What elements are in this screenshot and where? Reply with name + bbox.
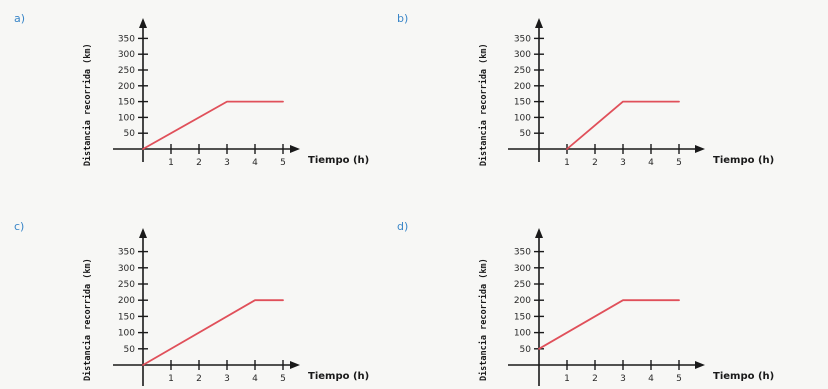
x-tick-label: 5 xyxy=(280,158,286,168)
y-tick-label: 200 xyxy=(118,296,135,306)
x-tick-label: 3 xyxy=(224,158,230,168)
x-tick-label: 3 xyxy=(224,374,230,384)
y-tick-label: 350 xyxy=(514,248,531,258)
y-axis-arrow-icon xyxy=(139,228,147,238)
x-tick-label: 5 xyxy=(676,158,682,168)
chart-panel-c: 1 2 3 4 5 50 100 150 200 250 300 350 Tiempo (h) Dista… xyxy=(82,228,369,386)
x-axis-arrow-icon xyxy=(695,145,705,153)
y-tick-label: 300 xyxy=(118,264,135,274)
x-tick-label: 4 xyxy=(252,158,258,168)
y-tick-label: 250 xyxy=(514,66,531,76)
y-tick-label: 50 xyxy=(520,129,532,139)
y-tick-label: 200 xyxy=(514,82,531,92)
panel-label-c: c) xyxy=(14,220,25,233)
y-tick-label: 150 xyxy=(514,98,531,108)
y-axis-title: Distancia recorrida (km) xyxy=(478,43,489,166)
x-axis-title: Tiempo (h) xyxy=(308,371,369,382)
y-axis-title: Distancia recorrida (km) xyxy=(82,43,93,166)
x-axis-title: Tiempo (h) xyxy=(713,155,774,166)
x-axis-arrow-icon xyxy=(290,145,300,153)
x-tick-label: 1 xyxy=(168,374,174,384)
y-tick-label: 300 xyxy=(514,50,531,60)
y-tick-label: 250 xyxy=(118,66,135,76)
y-tick-label: 100 xyxy=(118,329,135,339)
y-tick-label: 250 xyxy=(118,280,135,290)
y-tick-label: 50 xyxy=(520,345,532,355)
y-axis-arrow-icon xyxy=(535,18,543,28)
x-tick-label: 5 xyxy=(676,374,682,384)
x-tick-label: 4 xyxy=(252,374,258,384)
x-tick-label: 4 xyxy=(648,158,654,168)
y-tick-label: 100 xyxy=(514,329,531,339)
x-tick-label: 1 xyxy=(564,374,570,384)
chart-panel-a: 1 2 3 4 5 50 100 150 200 250 300 350 Tiempo (h) Dista… xyxy=(82,18,369,168)
panel-label-b: b) xyxy=(397,12,409,25)
y-tick-label: 150 xyxy=(514,312,531,322)
x-axis-title: Tiempo (h) xyxy=(713,371,774,382)
y-tick-label: 300 xyxy=(118,50,135,60)
x-tick-label: 5 xyxy=(280,374,286,384)
chart-panel-b: 1 2 3 4 5 50 100 150 200 250 300 350 Tiempo (h) Dista… xyxy=(478,18,774,168)
y-tick-label: 100 xyxy=(514,113,531,123)
x-tick-label: 3 xyxy=(620,374,626,384)
x-tick-label: 2 xyxy=(196,158,202,168)
y-tick-label: 200 xyxy=(118,82,135,92)
panel-label-d: d) xyxy=(397,220,409,233)
x-axis-arrow-icon xyxy=(290,361,300,369)
y-tick-label: 100 xyxy=(118,113,135,123)
x-tick-label: 3 xyxy=(620,158,626,168)
y-tick-label: 350 xyxy=(514,34,531,44)
y-axis-title: Distancia recorrida (km) xyxy=(478,258,489,381)
x-tick-label: 2 xyxy=(196,374,202,384)
x-tick-label: 4 xyxy=(648,374,654,384)
y-tick-label: 50 xyxy=(124,129,136,139)
y-tick-label: 350 xyxy=(118,34,135,44)
x-tick-label: 1 xyxy=(168,158,174,168)
y-axis-title: Distancia recorrida (km) xyxy=(82,258,93,381)
x-axis-title: Tiempo (h) xyxy=(308,155,369,166)
y-tick-label: 50 xyxy=(124,345,136,355)
series-line xyxy=(142,100,284,150)
y-tick-label: 150 xyxy=(118,312,135,322)
y-tick-label: 300 xyxy=(514,264,531,274)
y-tick-label: 150 xyxy=(118,98,135,108)
series-line xyxy=(142,299,284,366)
y-tick-label: 350 xyxy=(118,248,135,258)
y-tick-label: 200 xyxy=(514,296,531,306)
series-line xyxy=(538,299,680,350)
y-tick-label: 250 xyxy=(514,280,531,290)
series-line xyxy=(566,100,680,150)
chart-panel-d: 1 2 3 4 5 50 100 150 200 250 300 350 Tiempo (h) Dista… xyxy=(478,228,774,386)
x-tick-label: 2 xyxy=(592,158,598,168)
panel-label-a: a) xyxy=(14,12,26,25)
x-axis-arrow-icon xyxy=(695,361,705,369)
y-axis-arrow-icon xyxy=(139,18,147,28)
y-axis-arrow-icon xyxy=(535,228,543,238)
x-tick-label: 1 xyxy=(564,158,570,168)
x-tick-label: 2 xyxy=(592,374,598,384)
